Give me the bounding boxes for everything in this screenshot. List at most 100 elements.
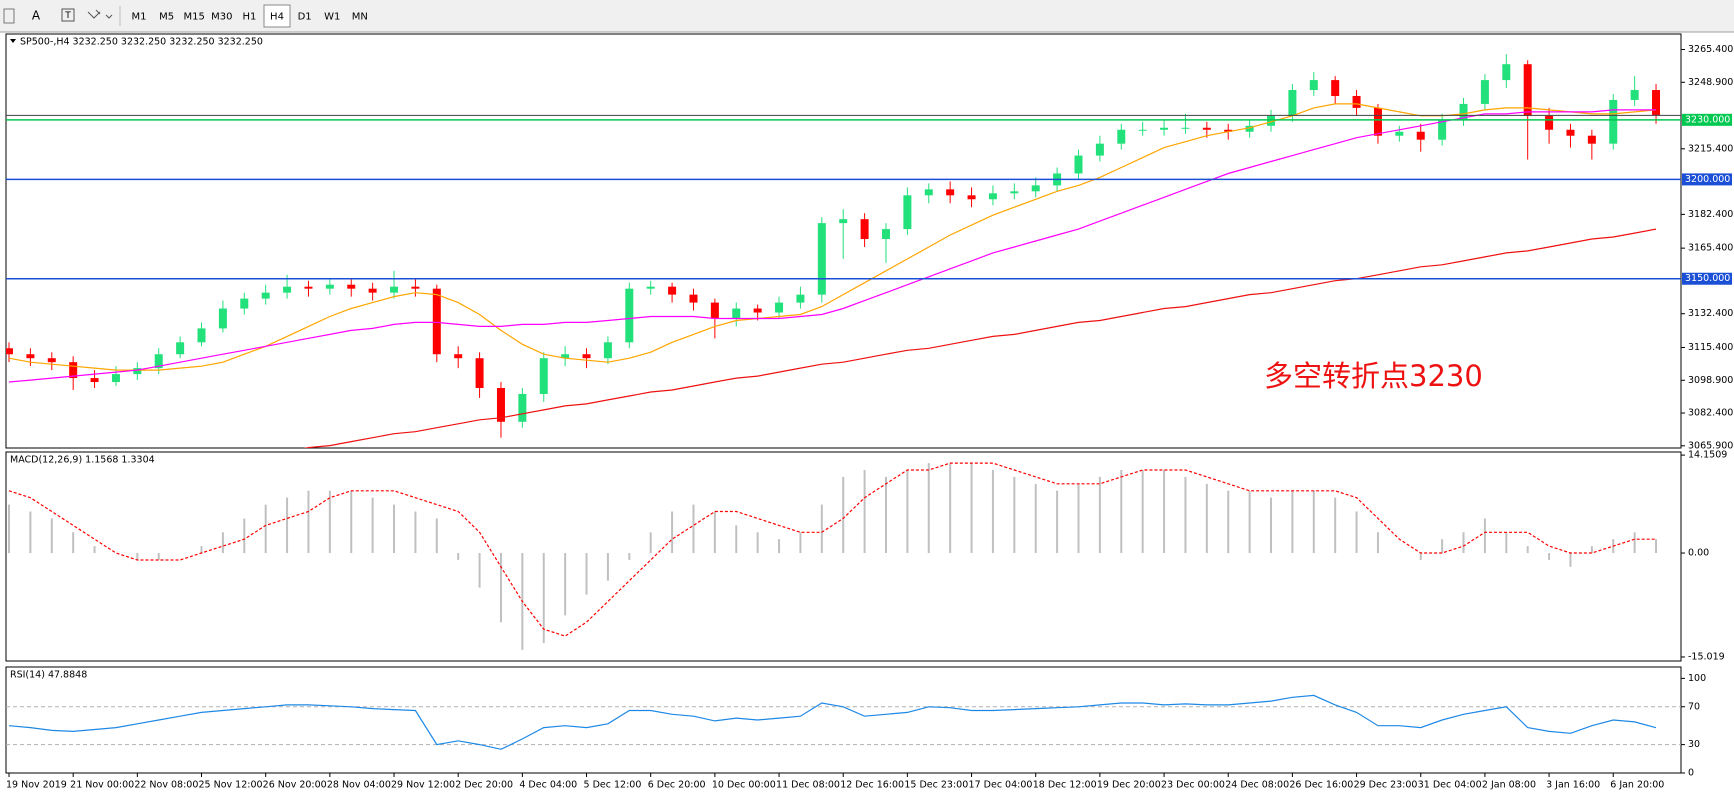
x-tick-label: 29 Nov 12:00 <box>391 780 455 791</box>
candle-body <box>111 374 120 383</box>
x-tick-label: 19 Nov 2019 <box>6 780 67 791</box>
y-tick-label: 3115.400 <box>1688 342 1733 353</box>
x-tick-label: 23 Dec 00:00 <box>1161 780 1225 791</box>
toolbar <box>0 0 1734 32</box>
candle-body <box>1459 103 1468 120</box>
candle-body <box>796 294 805 303</box>
level-label-box <box>1682 173 1732 186</box>
timeframe-button[interactable]: M5 <box>159 12 174 23</box>
x-tick-label: 17 Dec 04:00 <box>969 780 1033 791</box>
timeframe-button[interactable]: M15 <box>184 12 205 23</box>
candle-body <box>368 288 377 293</box>
candle-body <box>946 189 955 196</box>
candle-body <box>1202 127 1211 130</box>
candle-body <box>839 219 848 224</box>
x-tick-label: 24 Dec 08:00 <box>1225 780 1289 791</box>
level-label: 3200.000 <box>1685 174 1730 185</box>
candle-body <box>903 195 912 230</box>
panel-frame <box>5 451 1682 662</box>
candle-body <box>539 358 548 394</box>
x-tick-label: 3 Jan 16:00 <box>1546 780 1600 791</box>
candle-body <box>1630 90 1639 100</box>
timeframe-button[interactable]: M30 <box>211 12 232 23</box>
candle-body <box>1373 107 1382 136</box>
x-tick-label: 4 Dec 04:00 <box>519 780 577 791</box>
y-tick-label: 14.1509 <box>1688 450 1727 461</box>
candle-body <box>1480 80 1489 104</box>
x-tick-label: 2 Jan 08:00 <box>1482 780 1536 791</box>
candle-body <box>668 286 677 295</box>
candle-body <box>1352 95 1361 108</box>
y-tick-label: 3215.400 <box>1688 143 1733 154</box>
candle-body <box>1395 131 1404 136</box>
candle-body <box>689 294 698 303</box>
candle-body <box>26 354 35 359</box>
y-tick-label: 3082.400 <box>1688 408 1733 419</box>
text-tool-icon[interactable] <box>61 8 75 22</box>
candle-body <box>411 286 420 289</box>
annotation: 多空转折点3230 <box>1264 359 1483 393</box>
timeframe-button[interactable]: H1 <box>242 12 256 23</box>
candle-body <box>817 223 826 295</box>
candle-body <box>1438 119 1447 140</box>
y-tick-label: 3182.400 <box>1688 209 1733 220</box>
x-tick-label: 6 Jan 20:00 <box>1610 780 1664 791</box>
objects-icon[interactable] <box>87 9 113 19</box>
panel-frame <box>5 666 1682 774</box>
candle-body <box>1117 129 1126 144</box>
candle-body <box>860 219 869 240</box>
indicator-line <box>8 694 1657 750</box>
candle-body <box>1031 185 1040 192</box>
y-tick-label: 30 <box>1688 739 1700 750</box>
timeframe-button[interactable]: M1 <box>132 12 147 23</box>
candle-body <box>240 298 249 309</box>
timeframe-button[interactable]: MN <box>352 12 368 23</box>
collapse-icon <box>10 39 16 43</box>
candle-body <box>625 288 634 343</box>
candle-body <box>1545 115 1554 130</box>
candle-body <box>454 354 463 359</box>
candle-body <box>1160 127 1169 130</box>
y-tick-label: 3265.400 <box>1688 44 1733 55</box>
level-label: 3230.000 <box>1685 114 1730 125</box>
timeframe-button[interactable]: H4 <box>270 12 284 23</box>
candle-body <box>732 308 741 319</box>
candle-body <box>475 358 484 389</box>
candle-body <box>261 292 270 299</box>
timeframe-button[interactable]: W1 <box>324 12 340 23</box>
signal-line <box>8 462 1656 637</box>
candle-body <box>582 354 591 359</box>
candle-body <box>1288 90 1297 116</box>
tool-icon[interactable] <box>3 8 15 24</box>
indicator-line <box>8 109 1656 383</box>
candle-body <box>881 229 890 240</box>
candle-body <box>988 193 997 200</box>
timeframe-button[interactable]: D1 <box>298 12 312 23</box>
x-tick-label: 26 Dec 16:00 <box>1289 780 1353 791</box>
candle-body <box>1010 191 1019 194</box>
x-tick-label: 19 Dec 20:00 <box>1097 780 1161 791</box>
candle-body <box>1566 129 1575 136</box>
x-tick-label: 28 Nov 04:00 <box>327 780 391 791</box>
panel-title: RSI(14) 47.8848 <box>10 670 87 681</box>
panel-frame <box>5 33 1682 449</box>
y-tick-label: 100 <box>1688 673 1706 684</box>
candle-body <box>154 354 163 369</box>
x-tick-label: 29 Dec 23:00 <box>1354 780 1418 791</box>
candle-body <box>176 342 185 355</box>
indicator-line <box>8 103 1657 371</box>
level-label: 3150.000 <box>1685 273 1730 284</box>
y-tick-label: -15.019 <box>1688 651 1725 662</box>
active-timeframe <box>263 4 291 28</box>
candle-body <box>1309 80 1318 91</box>
candle-body <box>69 362 78 379</box>
candle-body <box>518 393 527 422</box>
candle-body <box>390 286 399 293</box>
tool-label: A <box>32 9 41 23</box>
candle-body <box>1652 90 1661 116</box>
candle-body <box>775 302 784 313</box>
candle-body <box>304 286 313 289</box>
text-tool-label: T <box>64 11 71 21</box>
candle-body <box>1587 135 1596 144</box>
candle-body <box>496 388 505 422</box>
